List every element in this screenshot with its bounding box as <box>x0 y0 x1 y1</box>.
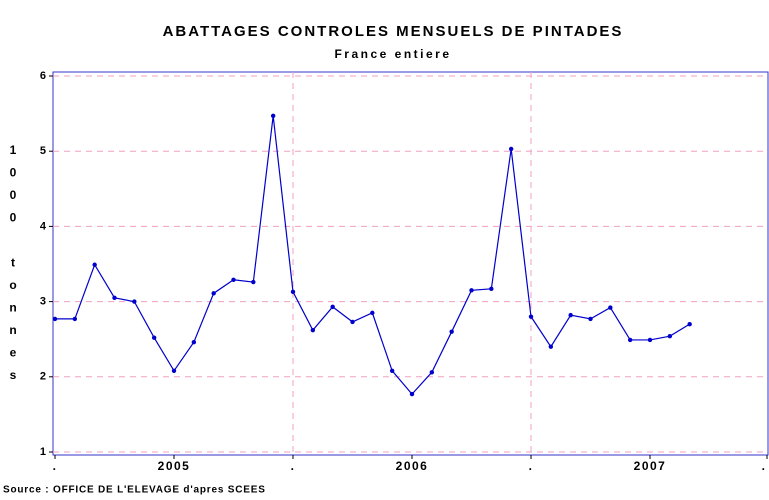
x-tick-label: . <box>53 459 58 473</box>
x-tick-label: 2007 <box>634 459 667 473</box>
data-point <box>330 304 335 310</box>
x-tick-label: 2005 <box>158 459 191 473</box>
data-point <box>231 277 236 282</box>
data-point <box>112 295 117 301</box>
data-point <box>489 286 494 292</box>
data-point <box>568 312 573 318</box>
data-point <box>270 113 276 119</box>
data-point <box>449 329 454 334</box>
data-point <box>370 310 375 316</box>
data-point <box>52 316 58 322</box>
x-tick-label: . <box>762 459 767 473</box>
data-point <box>469 288 474 293</box>
y-tick-label: 4 <box>40 220 47 232</box>
data-line <box>55 115 690 396</box>
data-point <box>528 314 534 319</box>
y-tick-label: 5 <box>40 145 46 157</box>
data-point <box>667 333 673 339</box>
data-point <box>608 305 613 310</box>
data-point <box>588 316 593 322</box>
data-point <box>627 337 633 343</box>
data-point <box>687 321 692 327</box>
y-axis-label: 1000 tonnes <box>6 143 20 391</box>
chart-title: ABATTAGES CONTROLES MENSUELS DE PINTADES <box>163 23 624 40</box>
y-tick-label: 6 <box>40 70 46 82</box>
data-point <box>290 289 296 295</box>
data-point <box>151 335 157 340</box>
data-point <box>191 340 197 345</box>
source-note: Source : OFFICE DE L'ELEVAGE d'apres SCE… <box>3 485 266 496</box>
x-tick-label: . <box>291 459 296 473</box>
y-tick-label: 3 <box>40 296 46 308</box>
data-point <box>647 337 653 343</box>
data-point <box>389 368 395 373</box>
data-point <box>72 316 78 322</box>
data-point <box>171 368 177 373</box>
data-point <box>508 146 514 152</box>
y-tick-label: 1 <box>40 446 46 458</box>
x-tick-label: . <box>529 459 534 473</box>
chart-subtitle: France entiere <box>334 47 451 61</box>
data-point <box>251 279 256 285</box>
data-point <box>350 319 355 325</box>
plot-frame <box>52 71 769 456</box>
data-point <box>310 327 316 333</box>
x-tick-label: 2006 <box>396 459 429 473</box>
y-tick-label: 2 <box>40 371 46 383</box>
data-point <box>211 291 216 296</box>
data-point <box>429 370 435 375</box>
data-point <box>548 344 554 349</box>
data-point <box>132 299 137 304</box>
data-point <box>409 391 415 397</box>
data-point <box>92 262 97 267</box>
